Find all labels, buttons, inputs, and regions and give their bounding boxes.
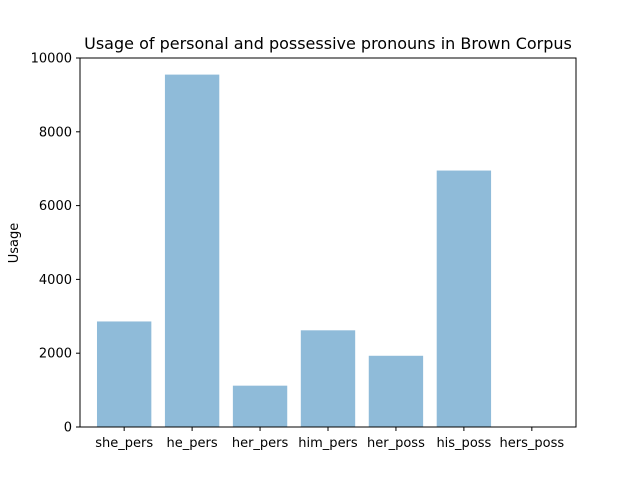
y-tick-label: 6000 (39, 199, 72, 214)
y-axis-ticks: 0 2000 4000 6000 8000 10000 (31, 52, 80, 436)
y-tick-label: 2000 (39, 347, 72, 362)
y-tick-label: 8000 (39, 125, 72, 140)
bar-he-pers (164, 74, 220, 427)
bar-him-pers (300, 330, 356, 427)
bar-her-pers (232, 385, 288, 427)
x-tick-label-her-pers: her_pers (232, 436, 289, 451)
y-tick-label: 4000 (39, 273, 72, 288)
x-tick-label-he-pers: he_pers (167, 436, 218, 451)
x-tick-label-her-poss: her_poss (367, 436, 425, 451)
y-tick-label: 0 (64, 421, 72, 436)
x-tick-label-she-pers: she_pers (95, 436, 153, 451)
x-tick-label-hers-poss: hers_poss (500, 436, 565, 451)
x-axis-ticks: she_pers he_pers her_pers him_pers her_poss h… (95, 427, 564, 451)
chart-title: Usage of personal and possessive pronoun… (84, 34, 572, 53)
x-tick-label-him-pers: him_pers (298, 436, 358, 451)
bar-she-pers (96, 321, 152, 427)
bars-group (96, 74, 560, 428)
y-tick-label: 10000 (31, 52, 72, 67)
x-tick-label-his-poss: his_poss (436, 436, 491, 451)
bar-his-poss (436, 170, 492, 428)
bar-her-poss (368, 355, 424, 427)
y-axis-label: Usage (7, 223, 22, 264)
